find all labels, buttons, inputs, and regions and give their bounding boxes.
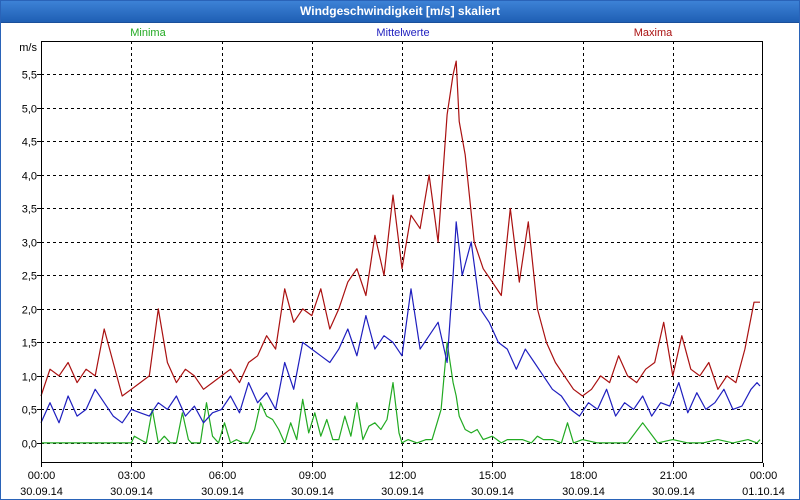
y-tick-label: 2,0 xyxy=(22,305,37,317)
x-tick-time-label: 15:00 xyxy=(479,470,507,482)
series-line-mittelwerte xyxy=(40,221,761,424)
chart-area: 0,0 0,5 1,0 1,5 2,0 2,5 3,0 3,5 4,0 4,5 5,0 5,5 m/s 0… xyxy=(19,27,785,498)
x-tick-date-label: 30.09.14 xyxy=(20,486,63,498)
x-tick-date-label: 30.09.14 xyxy=(110,486,153,498)
y-tick-label: 2,5 xyxy=(22,271,37,283)
y-tick-label: 3,0 xyxy=(22,238,37,250)
y-tick-label: 5,5 xyxy=(22,70,37,82)
legend: Minima Mittelwerte Maxima xyxy=(130,27,673,39)
x-tick-time-label: 09:00 xyxy=(299,470,327,482)
axes: 0,0 0,5 1,0 1,5 2,0 2,5 3,0 3,5 4,0 4,5 5,0 5,5 m/s 0… xyxy=(19,42,785,498)
grid xyxy=(41,41,763,463)
x-tick-time-label: 03:00 xyxy=(118,470,146,482)
y-tick-label: 0,5 xyxy=(22,405,37,417)
series-group xyxy=(40,60,761,444)
x-tick-date-label: 30.09.14 xyxy=(381,486,424,498)
y-axis-label: m/s xyxy=(19,42,37,54)
x-tick-date-label: 01.10.14 xyxy=(742,486,785,498)
y-tick-label: 1,5 xyxy=(22,338,37,350)
series-line-maxima xyxy=(40,60,760,397)
y-tick-label: 4,0 xyxy=(22,171,37,183)
plot-border xyxy=(41,41,763,463)
x-tick-date-label: 30.09.14 xyxy=(201,486,244,498)
x-tick-time-label: 00:00 xyxy=(750,470,778,482)
y-tick-label: 5,0 xyxy=(22,104,37,116)
x-tick-time-label: 18:00 xyxy=(570,470,598,482)
x-tick-date-label: 30.09.14 xyxy=(471,486,514,498)
y-tick-label: 0,0 xyxy=(22,439,37,451)
x-tick-time-label: 00:00 xyxy=(28,470,56,482)
y-tick-label: 1,0 xyxy=(22,372,37,384)
y-tick-label: 3,5 xyxy=(22,204,37,216)
legend-mittelwerte: Mittelwerte xyxy=(376,27,429,39)
x-tick-time-label: 21:00 xyxy=(660,470,688,482)
window-title: Windgeschwindigkeit [m/s] skaliert xyxy=(1,1,799,23)
legend-maxima: Maxima xyxy=(634,27,673,39)
x-tick-date-label: 30.09.14 xyxy=(652,486,695,498)
x-tick-date-label: 30.09.14 xyxy=(291,486,334,498)
legend-minima: Minima xyxy=(130,27,166,39)
x-tick-time-label: 12:00 xyxy=(389,470,417,482)
series-line-minima xyxy=(41,341,761,444)
y-tick-label: 4,5 xyxy=(22,137,37,149)
x-tick-date-label: 30.09.14 xyxy=(562,486,605,498)
x-tick-time-label: 06:00 xyxy=(209,470,237,482)
